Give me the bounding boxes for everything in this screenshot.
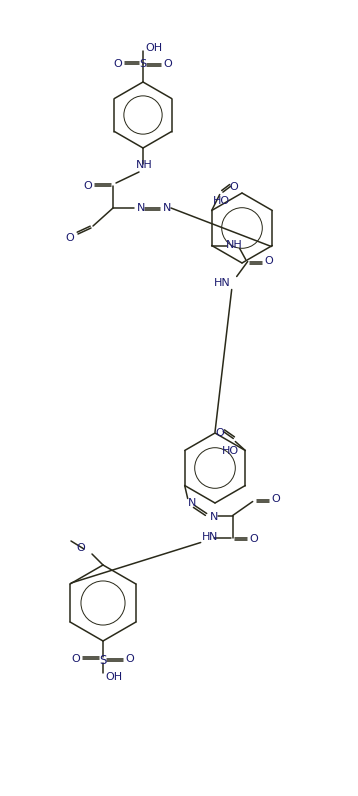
Text: OH: OH <box>145 43 162 53</box>
Text: HO: HO <box>222 446 239 455</box>
Text: O: O <box>72 654 81 664</box>
Text: O: O <box>126 654 134 664</box>
Text: O: O <box>215 428 224 439</box>
Text: O: O <box>77 543 85 553</box>
Text: N: N <box>208 533 217 543</box>
Text: O: O <box>229 181 238 192</box>
Text: NH: NH <box>226 240 243 251</box>
Text: S: S <box>139 59 146 69</box>
Text: O: O <box>271 494 280 505</box>
Text: HO: HO <box>213 196 230 205</box>
Text: OH: OH <box>105 672 122 682</box>
Text: O: O <box>84 181 92 191</box>
Text: O: O <box>113 59 122 69</box>
Text: HN: HN <box>214 278 231 287</box>
Text: O: O <box>249 534 258 544</box>
Text: N: N <box>209 513 218 522</box>
Text: NH: NH <box>136 160 153 170</box>
Text: O: O <box>164 59 172 69</box>
Text: H: H <box>202 533 210 543</box>
Text: S: S <box>99 654 107 666</box>
Text: N: N <box>163 203 171 213</box>
Text: O: O <box>66 233 74 243</box>
Text: O: O <box>264 256 273 267</box>
Text: N: N <box>137 203 145 213</box>
Text: N: N <box>188 498 196 509</box>
